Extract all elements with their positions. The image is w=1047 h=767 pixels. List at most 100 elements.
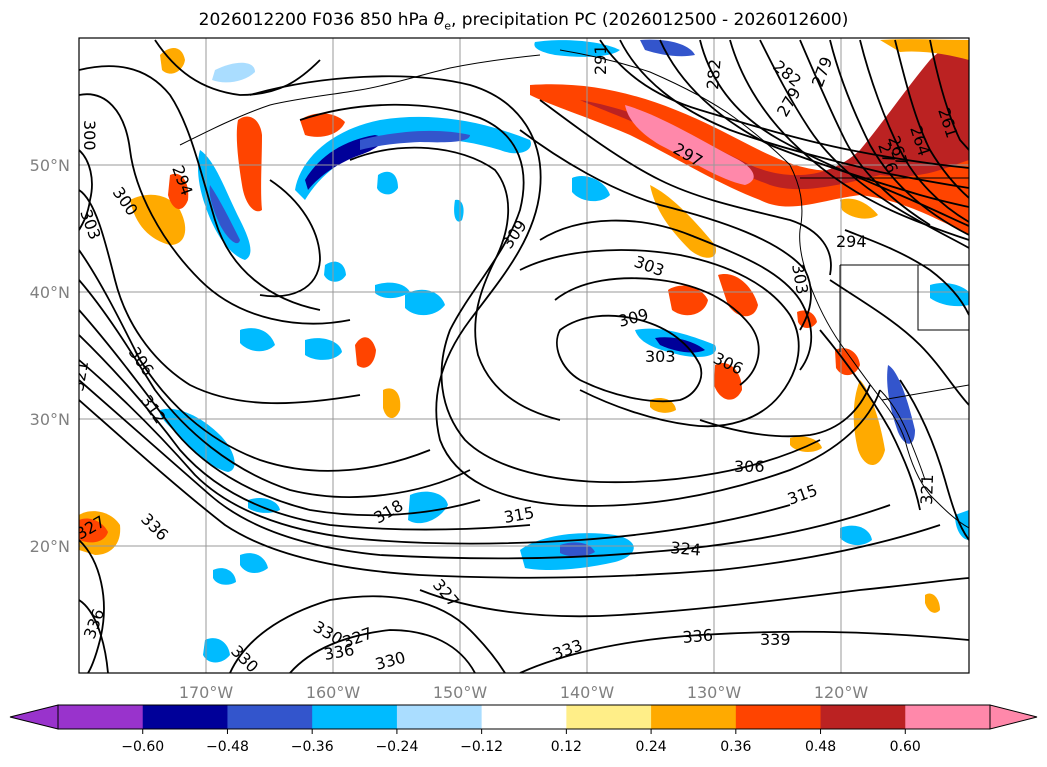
- contour-line: [79, 249, 431, 472]
- contour-label: 303: [645, 347, 676, 366]
- map-title: 2026012200 F036 850 hPa θe, precipitatio…: [0, 10, 1047, 32]
- colorbar-tick-label: 0.60: [890, 739, 921, 755]
- contour-label: 324: [670, 538, 702, 560]
- shade-me-neg-2: [572, 175, 610, 202]
- shade-w-neg-1-mid: [209, 185, 240, 244]
- shade-ca-neg-1: [887, 365, 915, 444]
- graticule: [79, 38, 969, 673]
- border-state-3: [917, 265, 969, 331]
- contour-line: [79, 65, 321, 311]
- lat-label-20n: 20°N: [30, 537, 70, 556]
- contour-line: [844, 229, 969, 316]
- colorbar-tick-label: −0.36: [291, 739, 334, 755]
- coastline-bc: [789, 164, 813, 291]
- lon-label-120w: 120°W: [814, 683, 869, 702]
- contour-line: [79, 309, 481, 517]
- contour-line: [819, 329, 921, 511]
- colorbar-under-extend: [9, 704, 59, 730]
- contour-label: 291: [591, 44, 610, 75]
- shade-top-neg-3: [212, 62, 255, 83]
- border-us-mexico: [881, 384, 969, 401]
- colorbar-cell: [227, 705, 313, 729]
- shade-me-pos-1: [668, 285, 708, 316]
- contour-line: [289, 629, 476, 673]
- contour-line: [79, 359, 791, 545]
- lat-label-50n: 50°N: [30, 156, 70, 175]
- shade-me-pos-3: [714, 362, 742, 400]
- contour-line: [859, 39, 969, 223]
- plot-frame: [78, 37, 970, 674]
- lon-label-160w: 160°W: [306, 683, 361, 702]
- contour-line: [619, 39, 969, 189]
- shade-s-neg-2: [203, 638, 230, 663]
- colorbar-tick-label: −0.60: [121, 739, 164, 755]
- theta-e-contours: [79, 39, 969, 673]
- colorbar-tick-label: −0.24: [375, 739, 418, 755]
- contour-label: 306: [734, 457, 765, 476]
- colorbar-cell: [396, 705, 483, 729]
- contour-label: 282: [703, 58, 725, 90]
- lon-label-170w: 170°W: [179, 683, 234, 702]
- shade-c-neg-7: [375, 282, 410, 299]
- coastline-baja: [879, 389, 926, 481]
- contour-line: [419, 577, 969, 618]
- shade-sw-neg-band: [159, 408, 235, 472]
- shade-arc-neg-mid: [360, 130, 470, 150]
- colorbar-cell: [566, 705, 652, 729]
- contour-line: [799, 39, 931, 226]
- title-prefix: 2026012200 F036 850 hPa: [198, 10, 434, 30]
- colorbar-tick-label: 0.48: [805, 739, 836, 755]
- shade-c-neg-4: [240, 328, 275, 352]
- shade-top-neg-2: [640, 39, 695, 57]
- shade-s-neg-1: [240, 553, 268, 574]
- theta-subscript: e: [444, 19, 451, 33]
- colorbar-tick-label: 0.12: [551, 739, 582, 755]
- shade-s-neg-3: [408, 491, 448, 524]
- contour-line: [79, 189, 361, 405]
- shade-me-pos-6: [790, 436, 822, 452]
- shade-top-neg-1: [534, 40, 620, 57]
- contour-line: [299, 103, 821, 484]
- contour-line: [349, 146, 561, 421]
- contour-line: [79, 379, 891, 560]
- contour-line: [519, 129, 812, 331]
- shade-c-pos-1: [355, 337, 376, 368]
- contour-label: 300: [80, 120, 99, 151]
- theta-symbol: θ: [433, 10, 445, 30]
- shade-ne-light: [880, 39, 969, 60]
- contour-line: [519, 249, 800, 428]
- contour-line: [539, 99, 832, 276]
- contour-line: [259, 179, 321, 298]
- contour-line: [249, 75, 881, 507]
- shade-ne-pos-outer: [530, 40, 969, 235]
- coastline-aleutians: [179, 54, 541, 146]
- contour-line: [79, 279, 471, 498]
- shade-w-pos-3: [300, 113, 345, 137]
- contour-line: [539, 219, 813, 371]
- contour-label: 294: [836, 232, 867, 251]
- contour-label: 339: [760, 630, 791, 649]
- shade-w-pos-2: [236, 116, 262, 212]
- shade-c-neg-1: [324, 261, 346, 282]
- shade-ca-pos-5: [840, 198, 878, 219]
- shade-ca-neg-4: [955, 510, 969, 540]
- colorbar-frame: [57, 704, 991, 730]
- lat-axis-labels: 50°N 40°N 30°N 20°N: [30, 156, 70, 556]
- colorbar-cell: [142, 705, 228, 729]
- colorbar-cell: [735, 705, 822, 729]
- coastline-westcoast: [811, 289, 969, 529]
- colorbar-cell: [58, 705, 144, 729]
- colorbar-over-extend: [989, 704, 1038, 730]
- colorbar-cell: [651, 705, 737, 729]
- lon-label-140w: 140°W: [560, 683, 615, 702]
- shade-ca-pos-3: [797, 310, 817, 328]
- shade-ne-pos-max: [580, 40, 969, 190]
- contour-line: [229, 595, 506, 673]
- colorbar-tick-label: 0.24: [636, 739, 667, 755]
- contour-line: [79, 599, 109, 673]
- contour-line: [759, 39, 969, 249]
- shade-me-neg-core: [655, 337, 705, 353]
- contour-line: [929, 39, 969, 151]
- shade-c-neg-2: [377, 171, 398, 195]
- shade-c-pos-2: [383, 388, 401, 419]
